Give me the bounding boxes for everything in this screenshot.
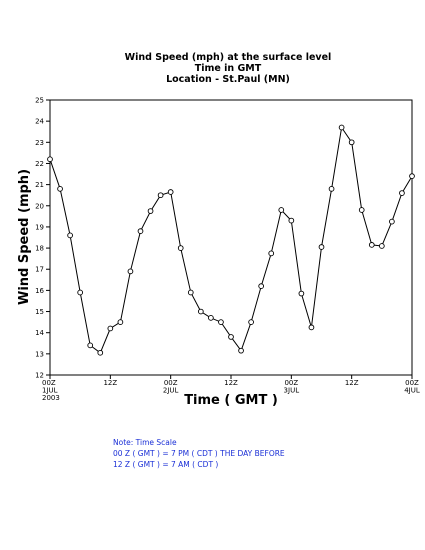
data-point: [328, 185, 335, 192]
x-tick-label: 1JUL: [42, 387, 58, 395]
data-point: [218, 319, 224, 325]
data-point: [57, 185, 63, 192]
plot-frame: [49, 99, 413, 376]
chart-title-line-3: Location - St.Paul (MN): [166, 74, 290, 85]
data-point: [258, 283, 265, 290]
y-tick-label: 18: [35, 245, 44, 253]
y-tick-label: 25: [35, 97, 44, 105]
data-point: [278, 207, 285, 213]
data-point: [127, 268, 134, 275]
y-tick-label: 20: [35, 202, 44, 210]
data-point: [298, 290, 305, 297]
series-points: [47, 124, 415, 356]
y-tick-label: 16: [35, 287, 44, 295]
data-point: [288, 217, 295, 224]
data-point: [358, 207, 365, 213]
data-point: [157, 192, 164, 199]
x-tick-label: 2003: [42, 394, 60, 402]
data-point: [147, 208, 154, 214]
data-point: [208, 315, 214, 321]
data-point: [167, 189, 174, 195]
data-point: [308, 324, 315, 331]
chart-title-line-2: Time in GMT: [195, 63, 262, 74]
x-tick-label: 00Z: [405, 379, 419, 387]
data-point: [187, 289, 194, 296]
data-point: [389, 218, 395, 225]
data-point: [228, 334, 234, 340]
data-point: [238, 347, 244, 354]
data-point: [268, 250, 275, 257]
data-point: [177, 245, 184, 251]
y-tick-label: 13: [35, 350, 44, 358]
data-point: [137, 228, 144, 235]
y-axis: 12 13 14 15 16 17 18 19 20 21 22 23 24 25: [35, 97, 50, 380]
y-axis-title: Wind Speed (mph): [17, 169, 32, 305]
data-point: [248, 319, 254, 325]
data-point: [47, 156, 53, 163]
note-line-12z: 12 Z ( GMT ) = 7 AM ( CDT ): [113, 460, 219, 469]
y-tick-label: 19: [35, 223, 44, 231]
x-tick-label: 00Z: [284, 379, 298, 387]
data-point: [399, 190, 405, 196]
data-point: [197, 308, 204, 315]
y-tick-label: 14: [35, 329, 44, 337]
x-tick-label: 12Z: [103, 379, 117, 387]
y-tick-label: 15: [35, 308, 44, 316]
x-axis-title: Time ( GMT ): [184, 393, 278, 408]
data-point: [97, 349, 104, 356]
series-line: [49, 126, 413, 354]
data-point: [117, 319, 124, 325]
note-line-00z: 00 Z ( GMT ) = 7 PM ( CDT ) THE DAY BEFO…: [113, 449, 285, 458]
data-point: [409, 173, 415, 180]
data-point: [378, 243, 385, 249]
data-point: [318, 244, 325, 250]
y-tick-label: 21: [35, 181, 44, 189]
data-point: [368, 242, 375, 248]
data-point: [107, 325, 114, 332]
y-tick-label: 22: [35, 160, 44, 168]
data-point: [87, 342, 94, 349]
x-tick-label: 3JUL: [284, 387, 300, 395]
x-tick-label: 00Z: [164, 379, 178, 387]
x-tick-label: 4JUL: [404, 387, 420, 395]
data-point: [348, 139, 355, 146]
y-tick-label: 24: [35, 118, 44, 126]
data-point: [77, 289, 84, 296]
y-tick-label: 12: [35, 372, 44, 380]
data-point: [338, 124, 345, 131]
chart-title-line-1: Wind Speed (mph) at the surface level: [125, 52, 332, 63]
x-tick-label: 2JUL: [163, 387, 179, 395]
data-point: [67, 232, 73, 239]
x-tick-label: 00Z: [42, 379, 56, 387]
y-tick-label: 17: [35, 266, 44, 274]
x-tick-label: 12Z: [345, 379, 359, 387]
x-tick-label: 12Z: [224, 379, 238, 387]
y-tick-label: 23: [35, 139, 44, 147]
note-title: Note: Time Scale: [113, 438, 177, 447]
